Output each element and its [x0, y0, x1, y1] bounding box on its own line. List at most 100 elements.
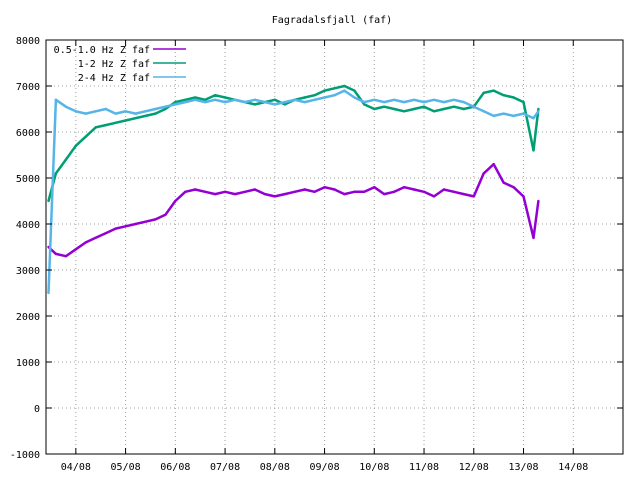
x-tick-label: 05/08 [111, 462, 141, 473]
data-point [502, 112, 505, 115]
data-point [47, 199, 50, 203]
data-point [422, 105, 426, 108]
y-tick-label: 7000 [16, 82, 40, 93]
data-point [363, 100, 366, 104]
data-point [184, 98, 187, 102]
data-point [373, 107, 376, 111]
data-point [492, 114, 495, 118]
data-point [144, 110, 147, 113]
data-point [144, 114, 147, 118]
data-point [363, 190, 366, 193]
y-axis-tick-labels: -1000 0 1000 2000 3000 4000 5000 6000 7000 8000 [10, 36, 40, 461]
data-point [363, 103, 366, 106]
data-point [353, 89, 356, 92]
data-point [154, 218, 157, 221]
x-axis-tick-labels: 04/08 05/08 06/08 07/08 08/08 09/08 10/08 11/08… [61, 462, 589, 473]
data-point [532, 149, 535, 152]
data-point [263, 192, 267, 196]
data-point [64, 105, 68, 108]
data-point [74, 144, 78, 147]
data-point [174, 100, 177, 104]
data-point [104, 232, 107, 235]
data-point [333, 94, 336, 97]
data-point [134, 117, 137, 120]
data-point [283, 100, 286, 104]
data-point [422, 190, 426, 193]
data-point [54, 252, 58, 256]
data-point [303, 188, 306, 191]
data-point [114, 227, 117, 230]
data-point [164, 213, 167, 216]
data-point [223, 100, 227, 104]
data-point [353, 96, 356, 99]
data-point [164, 107, 167, 111]
x-tick-label: 08/08 [260, 462, 290, 473]
y-tick-label: 3000 [16, 266, 40, 277]
data-point [213, 192, 217, 196]
data-point [383, 192, 386, 196]
data-point [482, 91, 485, 95]
x-tick-label: 11/08 [409, 462, 439, 473]
data-point [442, 100, 446, 104]
data-point [432, 98, 436, 102]
data-point [442, 188, 446, 191]
series-3 [47, 89, 540, 295]
data-point [204, 190, 207, 193]
x-tick-label: 10/08 [359, 462, 389, 473]
y-tick-label: 6000 [16, 128, 40, 139]
x-tick-label: 04/08 [61, 462, 91, 473]
data-point [432, 110, 436, 113]
y-tick-label: 8000 [16, 36, 40, 47]
data-point [164, 105, 167, 108]
data-point [293, 98, 296, 102]
data-point [303, 100, 306, 104]
data-point [94, 236, 97, 239]
data-point [412, 107, 416, 111]
data-point [134, 112, 137, 115]
data-point [104, 123, 107, 127]
data-point [124, 110, 127, 113]
data-point [184, 190, 187, 193]
data-point [223, 96, 227, 99]
data-point [472, 105, 475, 108]
data-point [223, 190, 227, 193]
data-point [283, 103, 286, 106]
chart-title: Fagradalsfjall (faf) [272, 15, 392, 26]
data-point [402, 100, 406, 104]
data-point [253, 103, 257, 106]
legend-label: 1-2 Hz Z faf [78, 59, 150, 70]
series-layer [47, 84, 540, 295]
data-point [343, 89, 346, 92]
y-tick-label: 0 [34, 404, 40, 415]
data-point [373, 98, 376, 102]
data-point [383, 100, 386, 104]
data-point [492, 89, 495, 92]
data-point [243, 190, 247, 193]
legend-label: 2-4 Hz Z faf [78, 73, 150, 84]
data-point [442, 107, 446, 111]
data-point [383, 105, 386, 108]
data-point [54, 172, 58, 175]
y-tick-label: 1000 [16, 358, 40, 369]
x-tick-label: 07/08 [210, 462, 240, 473]
data-point [462, 100, 465, 104]
data-point [134, 222, 137, 226]
data-point [323, 186, 326, 189]
data-point [94, 126, 97, 129]
x-tick-label: 09/08 [309, 462, 339, 473]
data-point [432, 195, 436, 198]
data-point [313, 190, 316, 193]
data-point [452, 105, 456, 108]
data-point [154, 112, 157, 115]
data-point [537, 107, 540, 111]
data-point [537, 199, 540, 203]
data-point [194, 98, 197, 102]
data-point [213, 98, 217, 102]
data-point [213, 94, 217, 97]
data-point [124, 119, 127, 122]
data-point [233, 98, 237, 102]
data-point [512, 186, 515, 189]
data-point [522, 112, 525, 115]
data-point [502, 181, 505, 184]
y-tick-label: 4000 [16, 220, 40, 231]
